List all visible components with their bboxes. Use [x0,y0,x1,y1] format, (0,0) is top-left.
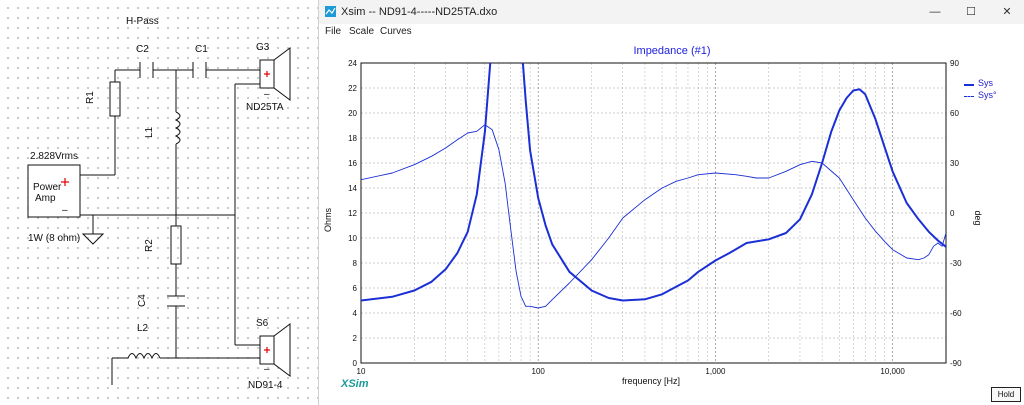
maximize-button[interactable]: ☐ [966,6,976,18]
x-tick-label: 10 [357,367,366,376]
r1-label: R1 [85,91,96,104]
y-tick-label: 4 [353,309,358,318]
y-tick-label: 10 [348,234,357,243]
chart-title: Impedance (#1) [633,45,711,57]
title-bar[interactable]: Xsim -- ND91-4-----ND25TA.dxo — ☐ ✕ [319,0,1024,24]
c2-label: C2 [136,44,149,55]
xsim-window: Xsim -- ND91-4-----ND25TA.dxo — ☐ ✕ File… [318,0,1024,405]
y-tick-label: 6 [353,284,358,293]
plot-area[interactable]: Impedance (#1) 0 2 4 6 8 10 12 14 16 18 20 22 24 -90-… [319,40,1024,405]
s6-label: S6 [256,318,269,329]
series-line-phase [361,124,946,309]
legend-item-phase: Sys° [964,90,1024,102]
xsim-brand-label: XSim [341,378,369,390]
y2-tick-label: 60 [950,109,959,118]
y2-tick-label: -60 [950,309,962,318]
g3-minus: – [264,89,270,100]
legend-item-sys: Sys [964,78,1024,90]
menu-curves[interactable]: Curves [380,26,412,37]
amp-minus: – [62,205,68,216]
schematic-title: H-Pass [126,16,159,27]
minimize-button[interactable]: — [929,6,941,18]
x-tick-label: 1,000 [705,367,726,376]
y2-tick-label: -90 [950,359,962,368]
y-tick-label: 16 [348,159,357,168]
legend-swatch-phase [964,96,974,97]
x-tick-label: 100 [532,367,546,376]
y-tick-label: 0 [353,359,358,368]
y-tick-label: 12 [348,209,357,218]
schematic-drawing: H-Pass C2 C1 R1 L1 R2 C4 L2 G3 ND25TA S6… [27,16,291,391]
y-tick-label: 18 [348,134,357,143]
plot-frame [360,62,947,364]
l1-label: L1 [144,126,155,138]
x-axis-label: frequency [Hz] [622,376,680,386]
y-tick-label: 22 [348,84,357,93]
g3-label: G3 [256,42,270,53]
g3-model-label: ND25TA [246,102,284,113]
chart-grid [360,62,947,364]
series-line-impedance [361,63,946,302]
y-tick-label: 24 [348,59,357,68]
y2-axis-label: deg [973,210,983,225]
legend-swatch-sys [964,84,974,86]
window-title: Xsim -- ND91-4-----ND25TA.dxo [341,6,498,18]
y-tick-label: 14 [348,184,357,193]
x-tick-label: 10,000 [880,367,905,376]
schematic-panel: H-Pass C2 C1 R1 L1 R2 C4 L2 G3 ND25TA S6… [0,0,318,405]
hold-button[interactable]: Hold [991,387,1021,402]
amp-label-line1: Power [33,182,62,193]
y2-tick-label: -30 [950,259,962,268]
r2-label: R2 [144,239,155,252]
close-button[interactable]: ✕ [1002,6,1012,18]
s6-minus: – [264,364,270,375]
legend-label-phase: Sys° [978,90,997,100]
y-axis-label: Ohms [323,208,333,233]
amp-rating-label: 1W (8 ohm) [28,233,80,244]
app-icon [325,6,336,17]
voltage-label: 2.828Vrms [30,151,78,162]
y2-tick-label: 0 [950,209,955,218]
c4-label: C4 [137,294,148,307]
chart-curves [361,63,946,309]
menu-scale[interactable]: Scale [349,26,375,37]
y2-tick-label: 90 [950,59,959,68]
l2-label: L2 [137,323,149,334]
s6-model-label: ND91-4 [248,380,283,391]
chart-legend: Sys Sys° [964,78,1024,102]
c1-label: C1 [195,44,208,55]
y-tick-label: 8 [353,259,358,268]
menu-bar: File Scale Curves [319,24,1024,40]
y-tick-label: 2 [353,334,358,343]
legend-label-sys: Sys [978,78,994,88]
y2-tick-label: 30 [950,159,959,168]
menu-file[interactable]: File [325,26,342,37]
amp-label-line2: Amp [35,193,56,204]
y-tick-label: 20 [348,109,357,118]
